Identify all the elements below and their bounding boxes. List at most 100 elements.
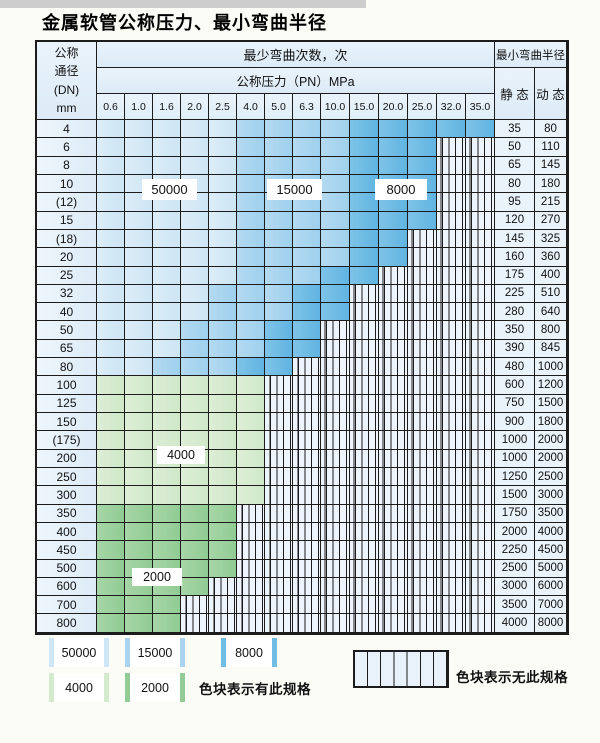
no-spec-cell	[437, 541, 466, 560]
spec-cell	[125, 156, 153, 175]
spec-cell	[125, 504, 153, 523]
no-spec-cell	[408, 358, 437, 377]
dn-cell: 125	[37, 394, 97, 413]
no-spec-cell	[466, 559, 495, 578]
no-spec-cell	[408, 449, 437, 468]
no-spec-cell	[321, 431, 350, 450]
dynamic-radius-cell: 3500	[535, 504, 567, 523]
dynamic-radius-cell: 4500	[535, 541, 567, 560]
no-spec-cell	[321, 577, 350, 597]
spec-cell	[153, 284, 181, 304]
dn-cell: 200	[37, 449, 97, 468]
dn-cell: (18)	[37, 229, 97, 249]
dn-cell: 700	[37, 596, 97, 615]
overlay-label-50000: 50000	[142, 179, 197, 200]
spec-cell	[153, 229, 181, 249]
spec-cell	[153, 156, 181, 175]
spec-cell	[153, 211, 181, 230]
no-spec-cell	[209, 577, 237, 597]
spec-cell	[125, 449, 153, 468]
no-spec-cell	[408, 303, 437, 322]
no-spec-cell	[321, 541, 350, 560]
no-spec-cell	[379, 541, 408, 560]
no-spec-cell	[379, 504, 408, 523]
static-radius-cell: 4000	[495, 614, 535, 633]
no-spec-cell	[466, 577, 495, 597]
no-spec-cell	[350, 504, 379, 523]
spec-cell	[293, 156, 321, 175]
spec-cell	[97, 120, 125, 139]
dn-cell: (12)	[37, 193, 97, 212]
no-spec-cell	[379, 358, 408, 377]
static-radius-cell: 95	[495, 193, 535, 212]
spec-cell	[209, 248, 237, 267]
pressure-tick: 2.0	[181, 94, 209, 120]
no-spec-cell	[379, 266, 408, 285]
static-radius-cell: 1500	[495, 486, 535, 505]
spec-cell	[125, 467, 153, 487]
spec-cell	[209, 266, 237, 285]
spec-cell	[97, 138, 125, 157]
spec-cell	[265, 229, 293, 249]
no-spec-cell	[466, 394, 495, 413]
spec-cell	[321, 156, 350, 175]
spec-cell	[350, 120, 379, 139]
dynamic-radius-cell: 2000	[535, 449, 567, 468]
spec-cell	[350, 138, 379, 157]
no-spec-cell	[437, 156, 466, 175]
spec-cell	[379, 120, 408, 139]
no-spec-cell	[350, 449, 379, 468]
dn-cell: 50	[37, 321, 97, 340]
legend-swatch-8000: 8000	[221, 638, 277, 667]
legend-present-note: 色块表示有此规格	[199, 682, 311, 697]
spec-cell	[153, 358, 181, 377]
no-spec-cell	[379, 449, 408, 468]
spec-cell	[237, 376, 265, 395]
spec-cell	[209, 138, 237, 157]
no-spec-cell	[437, 376, 466, 395]
no-spec-cell	[437, 522, 466, 542]
no-spec-cell	[379, 596, 408, 615]
no-spec-cell	[408, 522, 437, 542]
spec-cell	[125, 413, 153, 432]
no-spec-cell	[265, 413, 293, 432]
dynamic-radius-cell: 2000	[535, 431, 567, 450]
spec-cell	[153, 321, 181, 340]
spec-cell	[125, 486, 153, 505]
overlay-label-4000: 4000	[157, 446, 205, 464]
spec-cell	[379, 156, 408, 175]
dn-cell: 80	[37, 358, 97, 377]
no-spec-cell	[408, 248, 437, 267]
spec-cell	[209, 358, 237, 377]
legend-swatch-label: 15000	[130, 638, 180, 667]
no-spec-cell	[293, 431, 321, 450]
dynamic-radius-cell: 110	[535, 138, 567, 157]
spec-cell	[125, 596, 153, 615]
no-spec-cell	[466, 486, 495, 505]
spec-cell	[237, 431, 265, 450]
legend-swatch-50000: 50000	[49, 638, 109, 667]
no-spec-cell	[265, 376, 293, 395]
spec-cell	[97, 394, 125, 413]
no-spec-cell	[437, 614, 466, 633]
no-spec-cell	[437, 266, 466, 285]
dn-header-line: (DN)	[53, 82, 80, 97]
spec-cell	[125, 266, 153, 285]
spec-cell	[321, 138, 350, 157]
no-spec-cell	[209, 614, 237, 633]
no-spec-cell	[437, 358, 466, 377]
dynamic-radius-cell: 4000	[535, 522, 567, 542]
spec-cell	[408, 120, 437, 139]
spec-cell	[209, 303, 237, 322]
no-spec-cell	[466, 541, 495, 560]
no-spec-cell	[437, 229, 466, 249]
static-radius-cell: 1000	[495, 449, 535, 468]
dn-cell: 350	[37, 504, 97, 523]
no-spec-cell	[408, 559, 437, 578]
no-spec-cell	[350, 376, 379, 395]
spec-cell	[321, 266, 350, 285]
spec-cell	[237, 449, 265, 468]
dynamic-radius-cell: 215	[535, 193, 567, 212]
spec-cell	[209, 156, 237, 175]
scan-edge-strip	[0, 0, 366, 8]
